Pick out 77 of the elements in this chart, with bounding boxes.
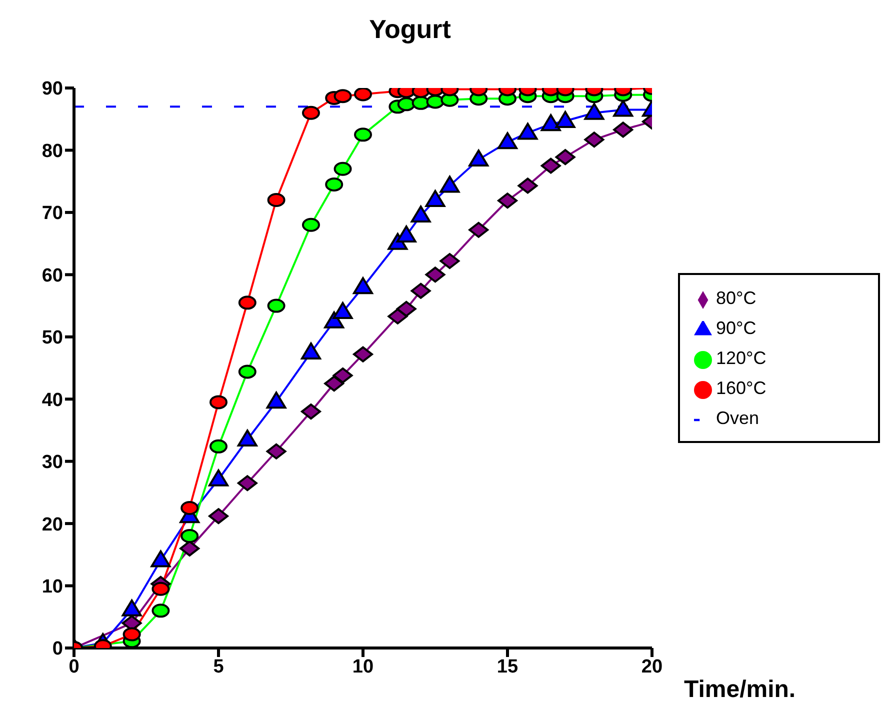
point xyxy=(425,266,446,283)
point xyxy=(555,110,576,128)
point xyxy=(332,367,353,384)
point xyxy=(354,128,372,142)
point xyxy=(332,302,353,319)
point xyxy=(468,150,489,167)
point xyxy=(150,550,171,568)
point xyxy=(266,392,286,409)
point xyxy=(267,298,286,313)
point xyxy=(122,627,141,642)
y-tick-label: 30 xyxy=(42,452,63,474)
point xyxy=(210,439,228,454)
y-tick-label: 10 xyxy=(42,576,63,598)
point xyxy=(396,300,416,317)
point xyxy=(555,149,576,166)
legend-label: 160°C xyxy=(716,377,766,400)
point xyxy=(613,122,634,138)
y-tick-label: 50 xyxy=(42,328,63,349)
point xyxy=(180,501,199,515)
point xyxy=(237,475,258,492)
point xyxy=(334,89,352,104)
legend-label: 120°C xyxy=(716,347,766,370)
y-tick-label: 60 xyxy=(42,265,63,286)
point xyxy=(122,599,142,616)
x-tick-label: 10 xyxy=(352,656,374,678)
point xyxy=(468,222,489,238)
point xyxy=(208,469,228,486)
y-tick-label: 0 xyxy=(52,638,63,660)
y-tick-label: 70 xyxy=(42,203,63,224)
point xyxy=(518,178,538,194)
point xyxy=(518,122,538,140)
point xyxy=(410,206,431,223)
point xyxy=(540,158,561,174)
legend-label: Oven xyxy=(716,407,760,430)
point xyxy=(324,376,344,392)
point xyxy=(498,132,518,150)
y-tick-label: 80 xyxy=(42,140,63,162)
x-tick-label: 0 xyxy=(68,656,80,678)
point xyxy=(152,582,170,596)
point xyxy=(325,177,344,192)
point xyxy=(208,508,228,524)
legend-label: 80°C xyxy=(716,287,756,310)
y-tick-label: 90 xyxy=(42,78,63,100)
point xyxy=(152,604,170,618)
y-tick-label: 20 xyxy=(42,514,63,536)
point xyxy=(302,218,320,232)
x-axis-title: Time/min. xyxy=(684,676,796,704)
point xyxy=(267,193,286,207)
point xyxy=(396,225,416,242)
point xyxy=(353,277,373,294)
point xyxy=(180,529,199,543)
point xyxy=(354,88,372,102)
point xyxy=(584,132,604,148)
y-tick-label: 40 xyxy=(42,390,63,411)
x-tick-label: 15 xyxy=(496,656,518,678)
point xyxy=(237,430,258,447)
point xyxy=(334,162,352,176)
legend-label: 90°C xyxy=(716,317,756,340)
point xyxy=(425,190,446,207)
point xyxy=(498,192,518,209)
point xyxy=(266,443,286,460)
point xyxy=(540,114,561,132)
point xyxy=(302,106,320,120)
point xyxy=(238,364,256,379)
point xyxy=(584,102,604,120)
point xyxy=(613,100,634,117)
point xyxy=(353,346,373,362)
point xyxy=(300,404,321,420)
chart-title: Yogurt xyxy=(368,14,452,45)
x-tick-label: 5 xyxy=(213,656,224,678)
point xyxy=(410,282,431,299)
point xyxy=(300,342,321,360)
point xyxy=(440,176,460,193)
point xyxy=(440,252,460,269)
point xyxy=(238,296,256,310)
point xyxy=(210,395,228,410)
x-tick-label: 20 xyxy=(641,656,663,678)
